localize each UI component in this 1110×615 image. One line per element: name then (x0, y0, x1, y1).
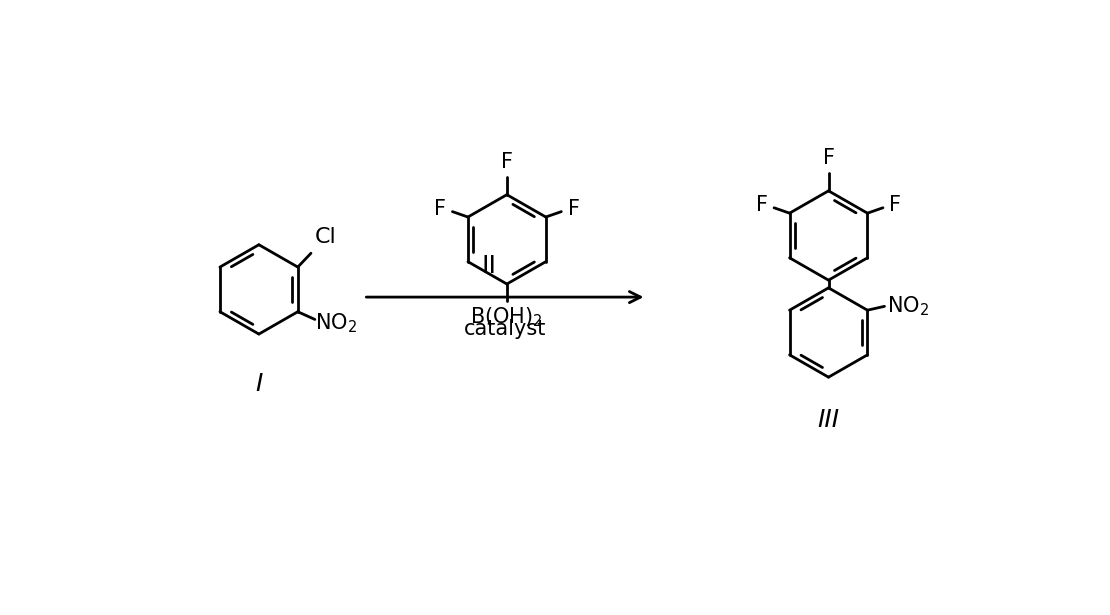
Text: I: I (255, 372, 263, 396)
Text: NO$_2$: NO$_2$ (887, 295, 929, 318)
Text: catalyst: catalyst (464, 319, 546, 339)
Text: III: III (817, 408, 839, 432)
Text: F: F (567, 199, 579, 220)
Text: II: II (482, 254, 497, 278)
Text: F: F (756, 196, 768, 215)
Text: Cl: Cl (315, 227, 336, 247)
Text: NO$_2$: NO$_2$ (315, 311, 357, 335)
Text: F: F (889, 196, 901, 215)
Text: F: F (434, 199, 446, 220)
Text: B(OH)$_2$: B(OH)$_2$ (471, 306, 543, 329)
Text: F: F (501, 151, 513, 172)
Text: F: F (823, 148, 835, 168)
